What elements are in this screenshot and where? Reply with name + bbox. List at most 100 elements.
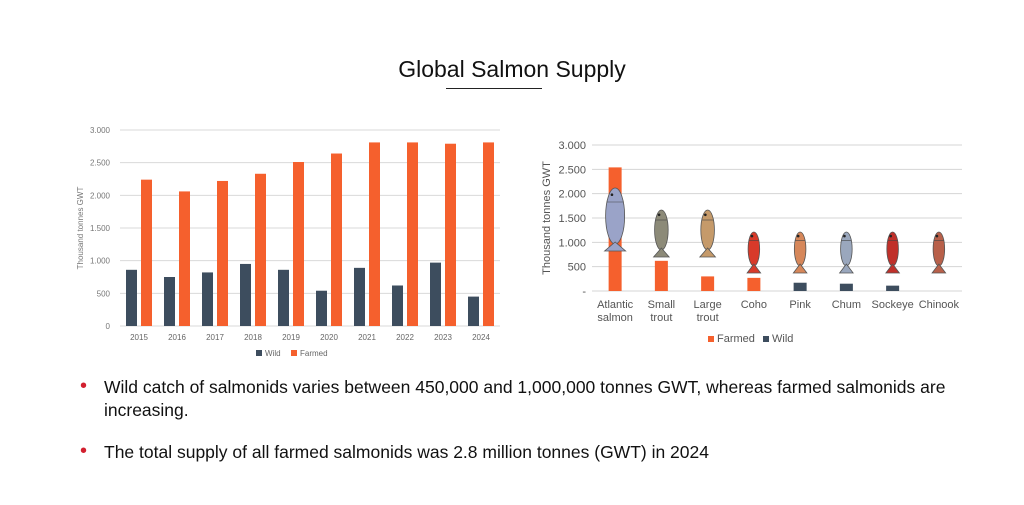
wild-bar — [164, 277, 175, 326]
bullet-text: Wild catch of salmonids varies between 4… — [104, 377, 946, 420]
fish-eye — [657, 213, 661, 217]
y-axis-label: Thousand tonnes GWT — [541, 161, 553, 275]
wild-bar — [886, 285, 900, 291]
x-tick-label: Large trout — [694, 299, 722, 324]
farmed-bar — [331, 153, 342, 326]
y-axis-label: Thousand tonnes GWT — [76, 187, 85, 270]
x-tick-label: 2021 — [358, 333, 376, 342]
x-tick-label: 2024 — [472, 333, 490, 342]
x-tick-label-line: trout — [650, 312, 672, 324]
x-tick-label: Small trout — [648, 299, 676, 324]
coho-icon — [746, 231, 762, 274]
farmed-bar — [407, 142, 418, 326]
x-tick-label: 2016 — [168, 333, 186, 342]
wild-bar — [126, 269, 137, 326]
legend-swatch — [291, 350, 297, 356]
fish-tail — [885, 263, 901, 274]
x-tick-label: 2015 — [130, 333, 148, 342]
bullet-item: • Wild catch of salmonids varies between… — [80, 375, 980, 422]
fish-eye — [889, 234, 892, 238]
legend-label: Wild — [772, 333, 793, 345]
wild-bar — [839, 283, 853, 291]
x-tick-label-line: Sockeye — [872, 299, 914, 311]
fish-body — [932, 231, 946, 267]
farmed-bar — [483, 142, 494, 326]
x-tick-label: Atlantic salmon — [597, 299, 634, 324]
y-tick-label: 1.500 — [90, 224, 111, 233]
fish-eye — [935, 234, 939, 238]
legend-label: Farmed — [717, 333, 755, 345]
fish-eye — [750, 234, 754, 238]
bullet-list: • Wild catch of salmonids varies between… — [80, 375, 980, 464]
farmed-bar — [369, 142, 380, 326]
chart-annual-supply: 0 500 1.000 1.500 2.000 2.500 3.000 Thousand to… — [76, 126, 500, 358]
fish-body — [840, 231, 853, 267]
legend-swatch — [256, 350, 262, 356]
large-trout-icon — [698, 209, 717, 258]
wild-bar — [392, 285, 403, 326]
fish-body — [886, 231, 899, 267]
y-tick-label: 2.000 — [558, 189, 586, 201]
y-tick-label: 3.000 — [558, 140, 586, 152]
fish-tail — [838, 263, 854, 274]
wild-bar — [240, 263, 251, 326]
legend-swatch — [763, 336, 769, 342]
bullet-text: The total supply of all farmed salmonids… — [104, 442, 709, 462]
wild-bar — [354, 267, 365, 326]
fish-body — [654, 209, 669, 251]
y-tick-label: 0 — [106, 322, 111, 331]
y-tick-label: 500 — [97, 289, 111, 298]
fish-body — [747, 231, 761, 267]
y-tick-label: 3.000 — [90, 126, 111, 135]
x-tick-label-line: Coho — [741, 299, 767, 311]
fish-tail — [698, 247, 717, 258]
farmed-bar — [293, 162, 304, 326]
x-tick-label: 2017 — [206, 333, 224, 342]
x-tick-label: Chinook — [919, 299, 960, 311]
fish-tail — [931, 263, 947, 274]
legend-swatch — [708, 336, 714, 342]
x-tick-label-line: Pink — [789, 299, 811, 311]
fish-tail — [792, 263, 808, 274]
sockeye-icon — [885, 231, 901, 274]
y-tick-label: 500 — [568, 262, 586, 274]
page-title: Global Salmon Supply — [398, 56, 626, 82]
fish-body — [605, 187, 626, 245]
fish-tail — [746, 263, 762, 274]
bullet-dot-icon: • — [80, 375, 88, 397]
y-tick-label: 2.500 — [90, 159, 111, 168]
x-tick-label: 2018 — [244, 333, 262, 342]
farmed-bar — [445, 143, 456, 326]
wild-bar — [316, 290, 327, 326]
wild-bar — [468, 296, 479, 326]
x-tick-label-line: Chum — [832, 299, 861, 311]
x-tick-label: 2020 — [320, 333, 338, 342]
x-tick-label: 2022 — [396, 333, 414, 342]
x-tick-label-line: Atlantic — [597, 299, 634, 311]
bullet-item: • The total supply of all farmed salmoni… — [80, 440, 980, 464]
x-tick-label-line: trout — [697, 312, 719, 324]
legend-label: Farmed — [300, 349, 328, 358]
title-underline — [446, 88, 542, 89]
farmed-bar — [217, 180, 228, 326]
wild-bar — [202, 272, 213, 326]
fish-body — [700, 209, 715, 251]
x-tick-label: Coho — [741, 299, 767, 311]
x-tick-label: Pink — [789, 299, 811, 311]
x-tick-label: Chum — [832, 299, 861, 311]
y-tick-label: 2.500 — [558, 164, 586, 176]
x-tick-label: Sockeye — [872, 299, 914, 311]
y-tick-label: 1.500 — [558, 213, 586, 225]
fish-eye — [843, 234, 846, 238]
pink-icon — [792, 231, 808, 274]
atlantic-salmon-icon — [603, 187, 627, 252]
farmed-bar — [701, 276, 715, 291]
wild-bar — [430, 262, 441, 326]
legend-label: Wild — [265, 349, 281, 358]
fish-eye — [704, 213, 707, 217]
wild-bar — [278, 269, 289, 326]
y-tick-label: 1.000 — [90, 257, 111, 266]
fish-tail — [603, 241, 627, 252]
chart-supply-by-species: - 500 1.000 1.500 2.000 2.500 3.000 Thousand to… — [541, 140, 962, 345]
x-tick-label-line: Large — [694, 299, 722, 311]
